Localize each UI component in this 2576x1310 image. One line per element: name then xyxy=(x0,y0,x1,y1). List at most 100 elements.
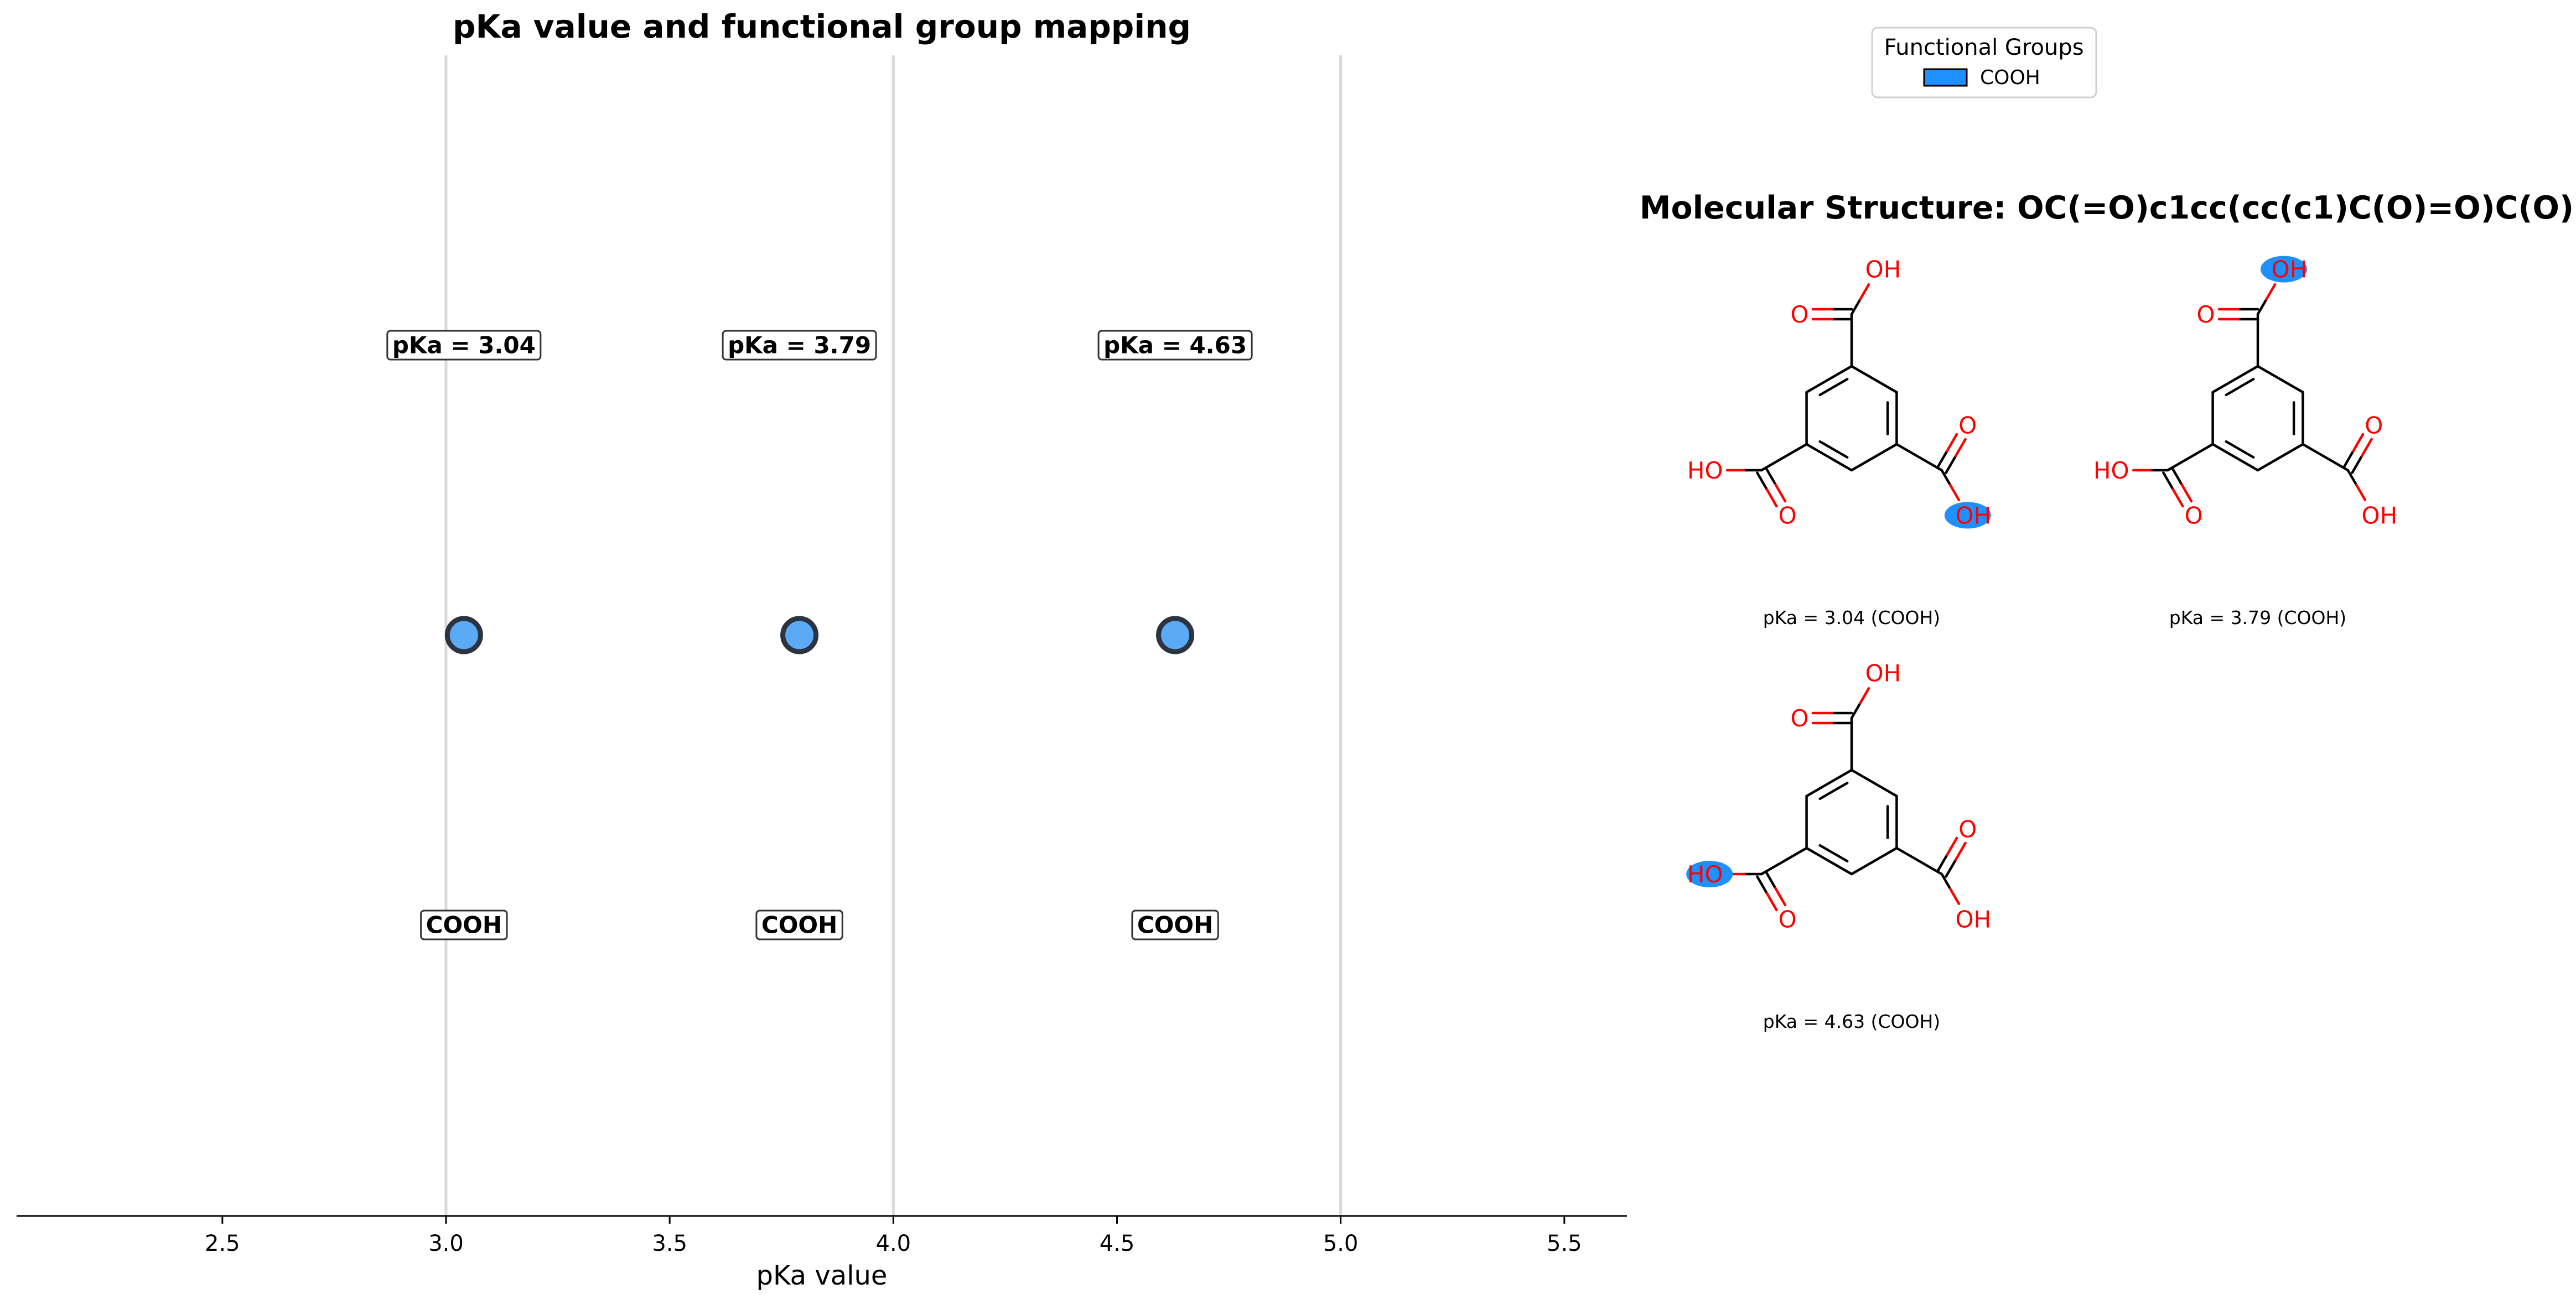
carbonyl-1-1-b xyxy=(2352,433,2365,453)
ring-double-2 xyxy=(1818,782,1849,800)
carbonyl-2-1-b xyxy=(2180,483,2193,503)
carbonyl-2-2-a xyxy=(2162,471,2175,491)
carbonyl-1-2-b xyxy=(1954,841,1967,861)
carbonyl-2-2-b xyxy=(1765,892,1778,912)
ring-bond-5 xyxy=(2211,365,2259,394)
x-tick-label-1: 3.0 xyxy=(428,1231,464,1256)
carbonyl-2-2-a xyxy=(1756,875,1769,895)
hydroxyl-bond-0-a xyxy=(1850,701,1862,720)
carbonyl-1-2-a xyxy=(1945,454,1957,474)
value-label-2-text: pKa = 4.63 xyxy=(1103,332,1247,359)
highlight-0 xyxy=(2261,256,2307,283)
carbonyl-1-2-a xyxy=(1945,858,1957,878)
atom-oh-0: OH xyxy=(2272,256,2308,283)
ring-bond-2 xyxy=(2256,443,2304,472)
group-label-1: COOH xyxy=(755,909,843,940)
structure-title: Molecular Structure: OC(=O)c1cc(cc(c1)C(… xyxy=(1640,190,2576,226)
atom-o-1: O xyxy=(1958,412,1977,439)
carbonyl-2-1-b xyxy=(1774,483,1787,503)
group-label-0: COOH xyxy=(420,909,508,940)
carbonyl-1-1-b xyxy=(1946,836,1958,856)
atom-oh-1: OH xyxy=(2361,502,2397,529)
hydroxyl-bond-0-b xyxy=(2265,283,2277,301)
carbonyl-2-1-a xyxy=(1764,870,1777,890)
ring-bond-0 xyxy=(1850,768,1898,798)
hydroxyl-bond-0-b xyxy=(1859,283,1870,301)
value-label-1-box xyxy=(722,330,877,361)
highlight-1 xyxy=(1944,502,1991,529)
ring-bond-2 xyxy=(1850,846,1898,876)
carbonyl-2-1-b xyxy=(1774,887,1787,907)
carbonyl-2-2-b xyxy=(1765,488,1778,508)
sub-bond-1 xyxy=(1895,443,1943,472)
carbonyl-2-1-a xyxy=(2170,466,2183,486)
value-label-1: pKa = 3.79 xyxy=(722,330,877,361)
data-point-0 xyxy=(444,616,483,654)
ring-bond-3 xyxy=(1805,846,1853,876)
carbonyl-1-1-a xyxy=(1936,449,1948,469)
sub-bond-1 xyxy=(2302,443,2350,472)
x-tick-label-2: 3.5 xyxy=(652,1231,687,1256)
atom-o-2: O xyxy=(2185,502,2203,529)
atom-oh-0: OH xyxy=(1865,256,1901,283)
x-tick-label-6: 5.5 xyxy=(1547,1231,1582,1256)
value-label-2: pKa = 4.63 xyxy=(1097,330,1253,361)
carbonyl-1-1-a xyxy=(1936,853,1948,873)
ring-bond-0 xyxy=(2256,365,2304,394)
pka-chart: pKa value and functional group mapping 2… xyxy=(17,8,1627,1291)
group-label-2: COOH xyxy=(1131,909,1219,940)
chart-title: pKa value and functional group mapping xyxy=(453,8,1191,45)
group-label-1-text: COOH xyxy=(761,912,837,939)
ring-double-1 xyxy=(1818,844,1849,862)
legend: Functional Groups COOH xyxy=(1871,27,2097,98)
data-points: pKa = 3.04 COOH pKa = 3.79 COOH pKa = 4.63 CO… xyxy=(386,330,1253,940)
ring-double-2 xyxy=(1818,378,1849,397)
ring-double-1 xyxy=(2225,440,2255,459)
value-label-0-text: pKa = 3.04 xyxy=(392,332,536,359)
ring-bond-3 xyxy=(2211,443,2259,472)
group-label-2-box xyxy=(1131,909,1219,940)
hydroxyl-bond-1-b xyxy=(2355,484,2367,501)
atom-o-1: O xyxy=(2365,412,2383,439)
x-tick-label-5: 5.0 xyxy=(1323,1231,1359,1256)
carbonyl-2-2-b xyxy=(2171,488,2184,508)
carbonyl-2-1-a xyxy=(1764,466,1777,486)
atom-ho-2: HO xyxy=(2093,457,2129,484)
ring-bond-2 xyxy=(1850,443,1898,472)
atom-oh-1: OH xyxy=(1955,906,1991,933)
hydroxyl-bond-1-b xyxy=(1949,887,1961,905)
value-label-1-text: pKa = 3.79 xyxy=(728,332,871,359)
ring-bond-3 xyxy=(1805,443,1853,472)
sub-bond-2 xyxy=(2166,443,2214,472)
ring-double-1 xyxy=(1818,440,1849,459)
molecule-caption-0: pKa = 3.04 (COOH) xyxy=(1763,607,1940,628)
data-point-2 xyxy=(1156,616,1195,654)
atom-o-0: O xyxy=(2196,301,2215,328)
carbonyl-1-1-b xyxy=(1946,433,1958,453)
atom-o-2: O xyxy=(1779,906,1797,933)
highlight-2 xyxy=(1686,861,1733,887)
sub-bond-2 xyxy=(1760,443,1808,472)
group-label-0-text: COOH xyxy=(426,912,502,939)
x-ticks: 2.5 3.0 3.5 4.0 4.5 5.0 5.5 xyxy=(205,1216,1582,1256)
legend-label-cooh: COOH xyxy=(1980,66,2040,89)
value-label-0: pKa = 3.04 xyxy=(386,330,542,361)
atom-ho-2: HO xyxy=(1687,861,1723,888)
atom-oh-1: OH xyxy=(1955,502,1991,529)
legend-swatch-cooh xyxy=(1923,68,1968,87)
ring-double-2 xyxy=(2225,378,2255,397)
hydroxyl-bond-1-b xyxy=(1949,484,1961,501)
x-tick-label-0: 2.5 xyxy=(205,1231,240,1256)
hydroxyl-bond-0-b xyxy=(1859,687,1870,705)
hydroxyl-bond-1-a xyxy=(1940,469,1952,487)
data-point-1 xyxy=(780,616,819,654)
ring-bond-5 xyxy=(1805,365,1853,394)
x-tick-label-4: 4.5 xyxy=(1100,1231,1135,1256)
carbonyl-1-2-b xyxy=(1954,438,1967,458)
